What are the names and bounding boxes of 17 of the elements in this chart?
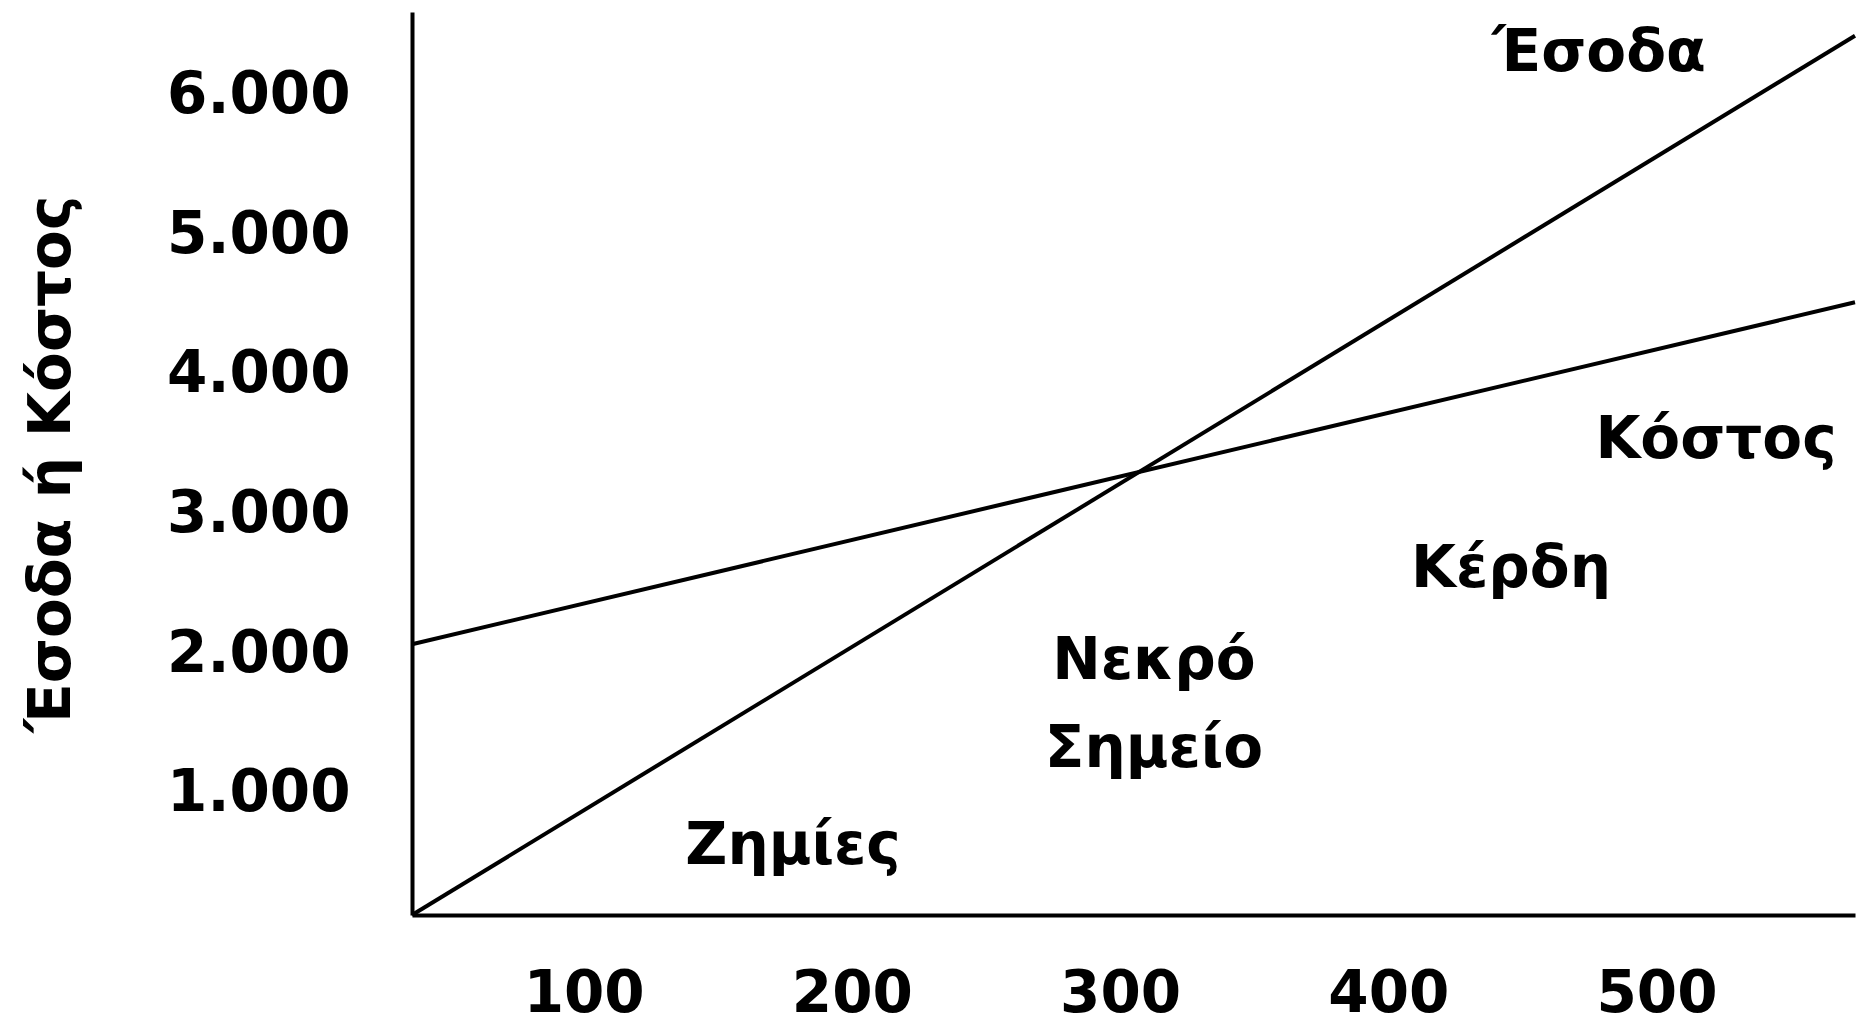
x-tick-label: 100 [523, 957, 645, 1026]
x-tick-label: 500 [1596, 957, 1718, 1026]
y-tick-label: 6.000 [167, 59, 351, 128]
x-tick-label: 300 [1060, 957, 1182, 1026]
y-tick-label: 5.000 [167, 198, 351, 267]
y-axis-title: Έσοδα ή Κόστος [15, 195, 84, 735]
y-tick-label: 4.000 [167, 338, 351, 407]
annotation: Κέρδη [1411, 533, 1611, 601]
annotation: Ζημίες [685, 810, 901, 878]
series-label: Κόστος [1595, 404, 1837, 472]
x-tick-label: 400 [1328, 957, 1450, 1026]
y-tick-label: 2.000 [167, 617, 351, 686]
y-tick-label: 1.000 [167, 757, 351, 826]
series-label: Έσοδα [1490, 17, 1706, 85]
x-tick-label: 200 [791, 957, 913, 1026]
y-tick-label: 3.000 [167, 477, 351, 546]
annotation: Νεκρό Σημείο [1044, 625, 1264, 781]
